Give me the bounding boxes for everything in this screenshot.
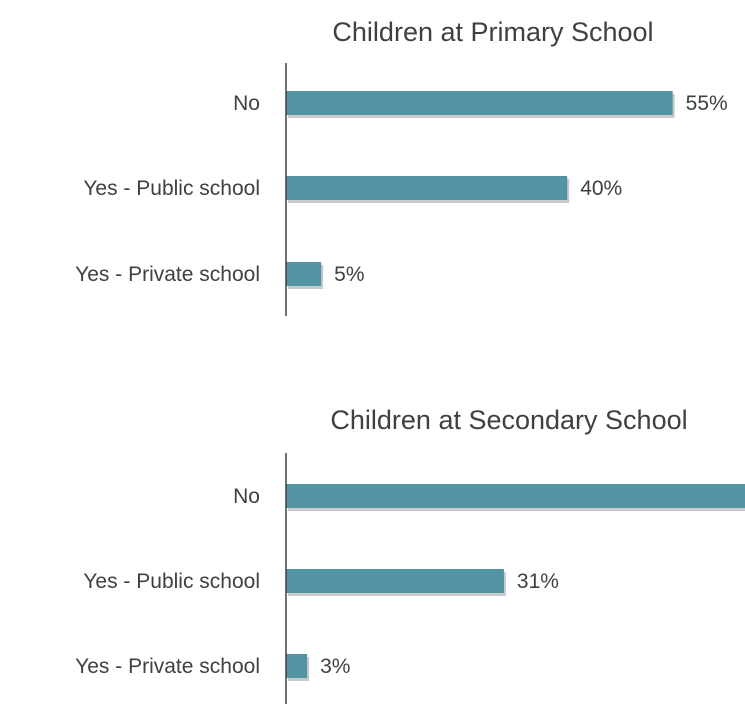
value-label: 40%	[580, 177, 622, 200]
primary-school-chart: Children at Primary School No 55% Yes - Pu…	[75, 17, 728, 316]
secondary-school-chart: Children at Secondary School No66%Yes - …	[75, 405, 745, 704]
bar	[286, 262, 322, 286]
value-label: 31%	[517, 570, 559, 593]
category-label: Yes - Private school	[75, 263, 260, 286]
category-label: Yes - Public school	[83, 570, 260, 593]
bar	[286, 569, 504, 593]
category-label: Yes - Private school	[75, 655, 260, 678]
chart-title: Children at Secondary School	[330, 405, 687, 435]
value-label: 3%	[320, 655, 350, 678]
category-label: Yes - Public school	[83, 177, 260, 200]
bar	[286, 654, 308, 678]
category-label: No	[233, 485, 260, 508]
value-label: 5%	[334, 263, 364, 286]
bar	[286, 484, 745, 508]
category-label: No	[233, 92, 260, 115]
chart-title: Children at Primary School	[332, 17, 653, 47]
bar	[286, 176, 568, 200]
bar	[286, 91, 673, 115]
value-label: 55%	[686, 92, 728, 115]
